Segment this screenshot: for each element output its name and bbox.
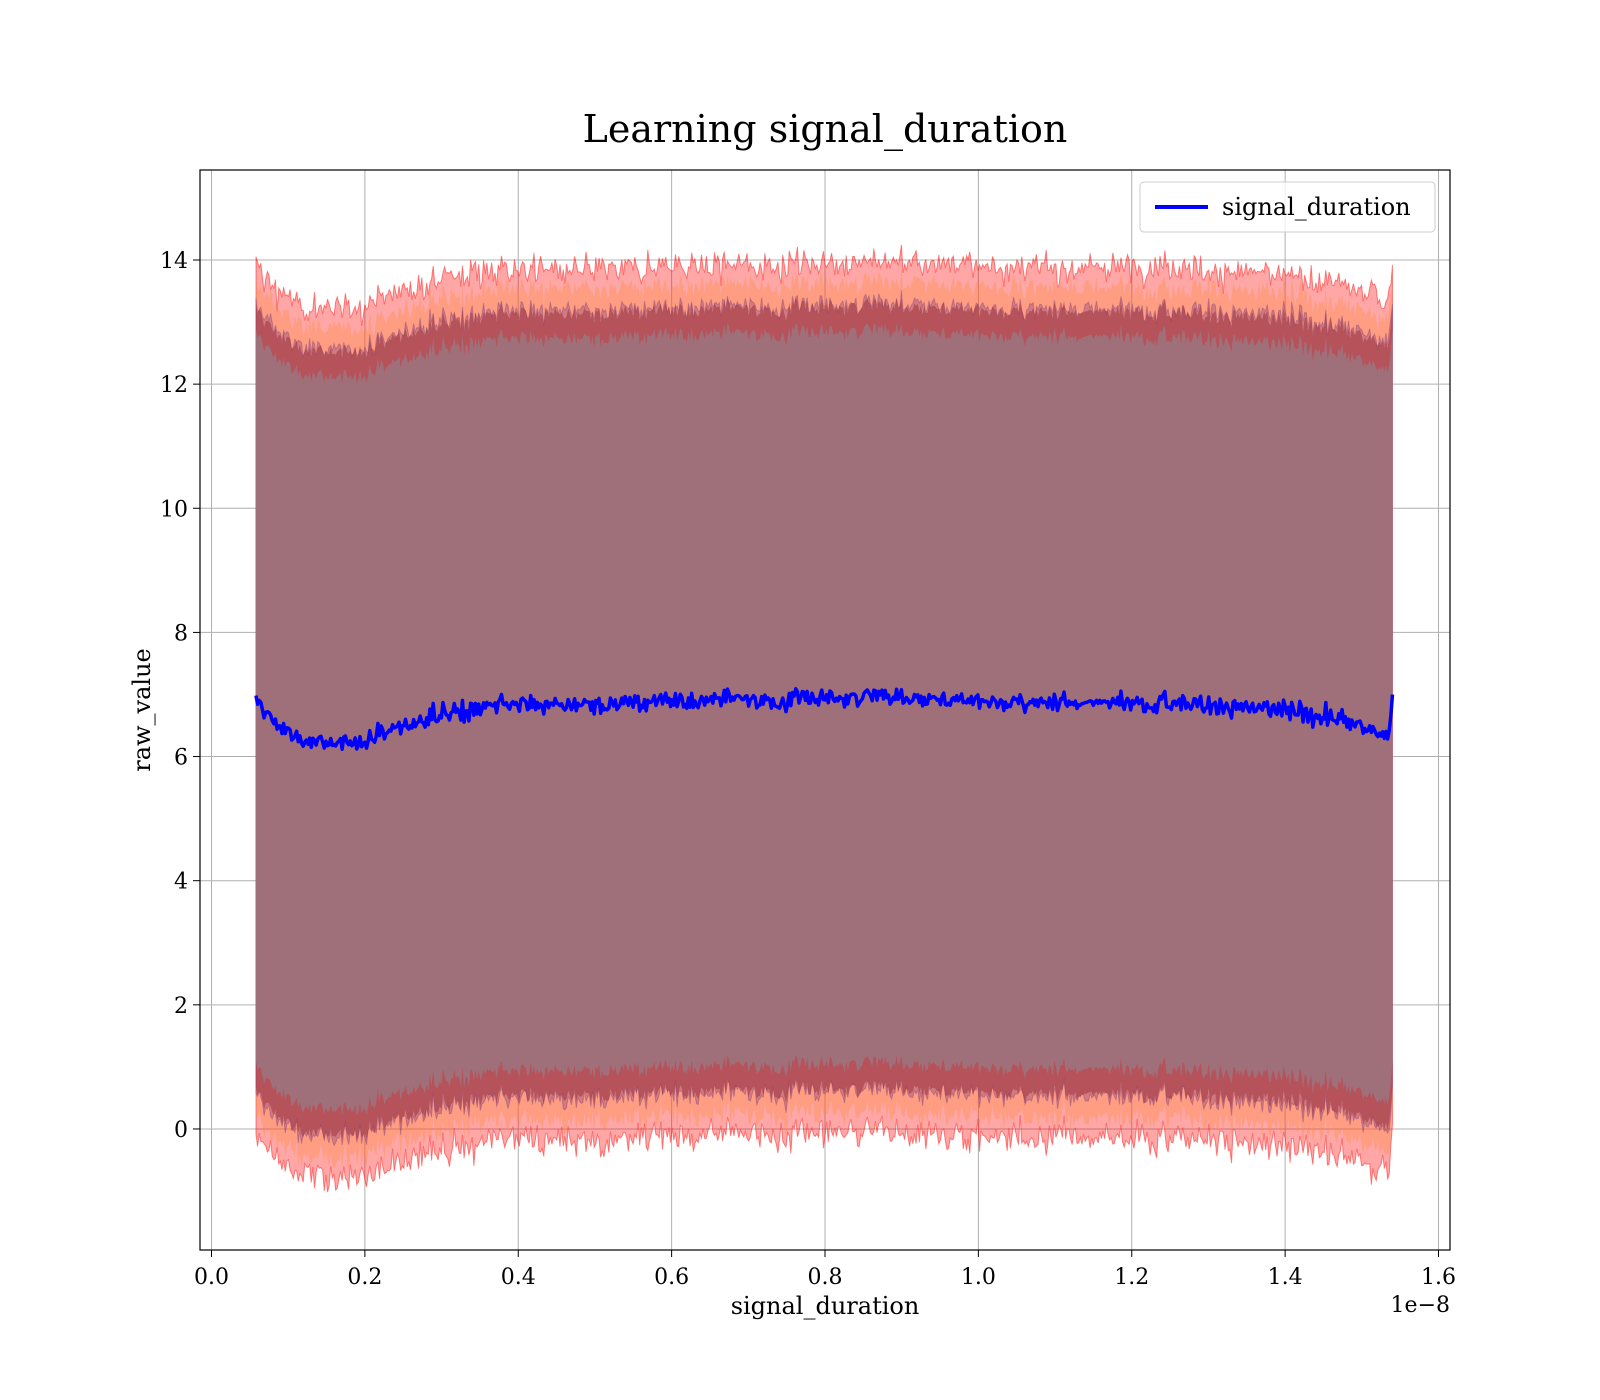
x-tick-label: 1.6 bbox=[1421, 1265, 1456, 1290]
x-tick-label: 0.6 bbox=[654, 1265, 689, 1290]
x-axis-label: signal_duration bbox=[731, 1292, 920, 1320]
y-tick-label: 10 bbox=[160, 497, 188, 522]
series-layer bbox=[254, 687, 1395, 751]
y-axis-label: raw_value bbox=[128, 648, 156, 772]
y-tick-label: 8 bbox=[174, 621, 188, 646]
series-line-signal-duration bbox=[254, 687, 1395, 751]
y-axis-ticks: 0 2 4 6 8 10 12 14 bbox=[160, 249, 200, 1143]
x-axis-offset-label: 1e−8 bbox=[1391, 1293, 1450, 1318]
chart-title: Learning signal_duration bbox=[583, 107, 1068, 152]
x-tick-label: 0.4 bbox=[501, 1265, 536, 1290]
x-tick-label: 1.2 bbox=[1114, 1265, 1149, 1290]
x-tick-label: 1.4 bbox=[1268, 1265, 1303, 1290]
y-tick-label: 14 bbox=[160, 249, 188, 274]
y-tick-label: 12 bbox=[160, 373, 188, 398]
legend-label: signal_duration bbox=[1222, 193, 1411, 221]
x-tick-label: 0.0 bbox=[194, 1265, 229, 1290]
y-tick-label: 2 bbox=[174, 994, 188, 1019]
x-axis-ticks: 0.0 0.2 0.4 0.6 0.8 1.0 1.2 1.4 1.6 bbox=[194, 1250, 1456, 1290]
x-tick-label: 0.8 bbox=[808, 1265, 843, 1290]
legend-box bbox=[1139, 181, 1436, 233]
band-layer bbox=[255, 244, 1393, 1193]
x-tick-label: 1.0 bbox=[961, 1265, 996, 1290]
y-tick-label: 6 bbox=[174, 746, 188, 771]
x-tick-label: 0.2 bbox=[347, 1265, 382, 1290]
y-tick-label: 4 bbox=[174, 870, 188, 895]
y-tick-label: 0 bbox=[174, 1118, 188, 1143]
legend: signal_duration bbox=[1139, 181, 1436, 233]
confidence-band-fill bbox=[255, 322, 1393, 1116]
